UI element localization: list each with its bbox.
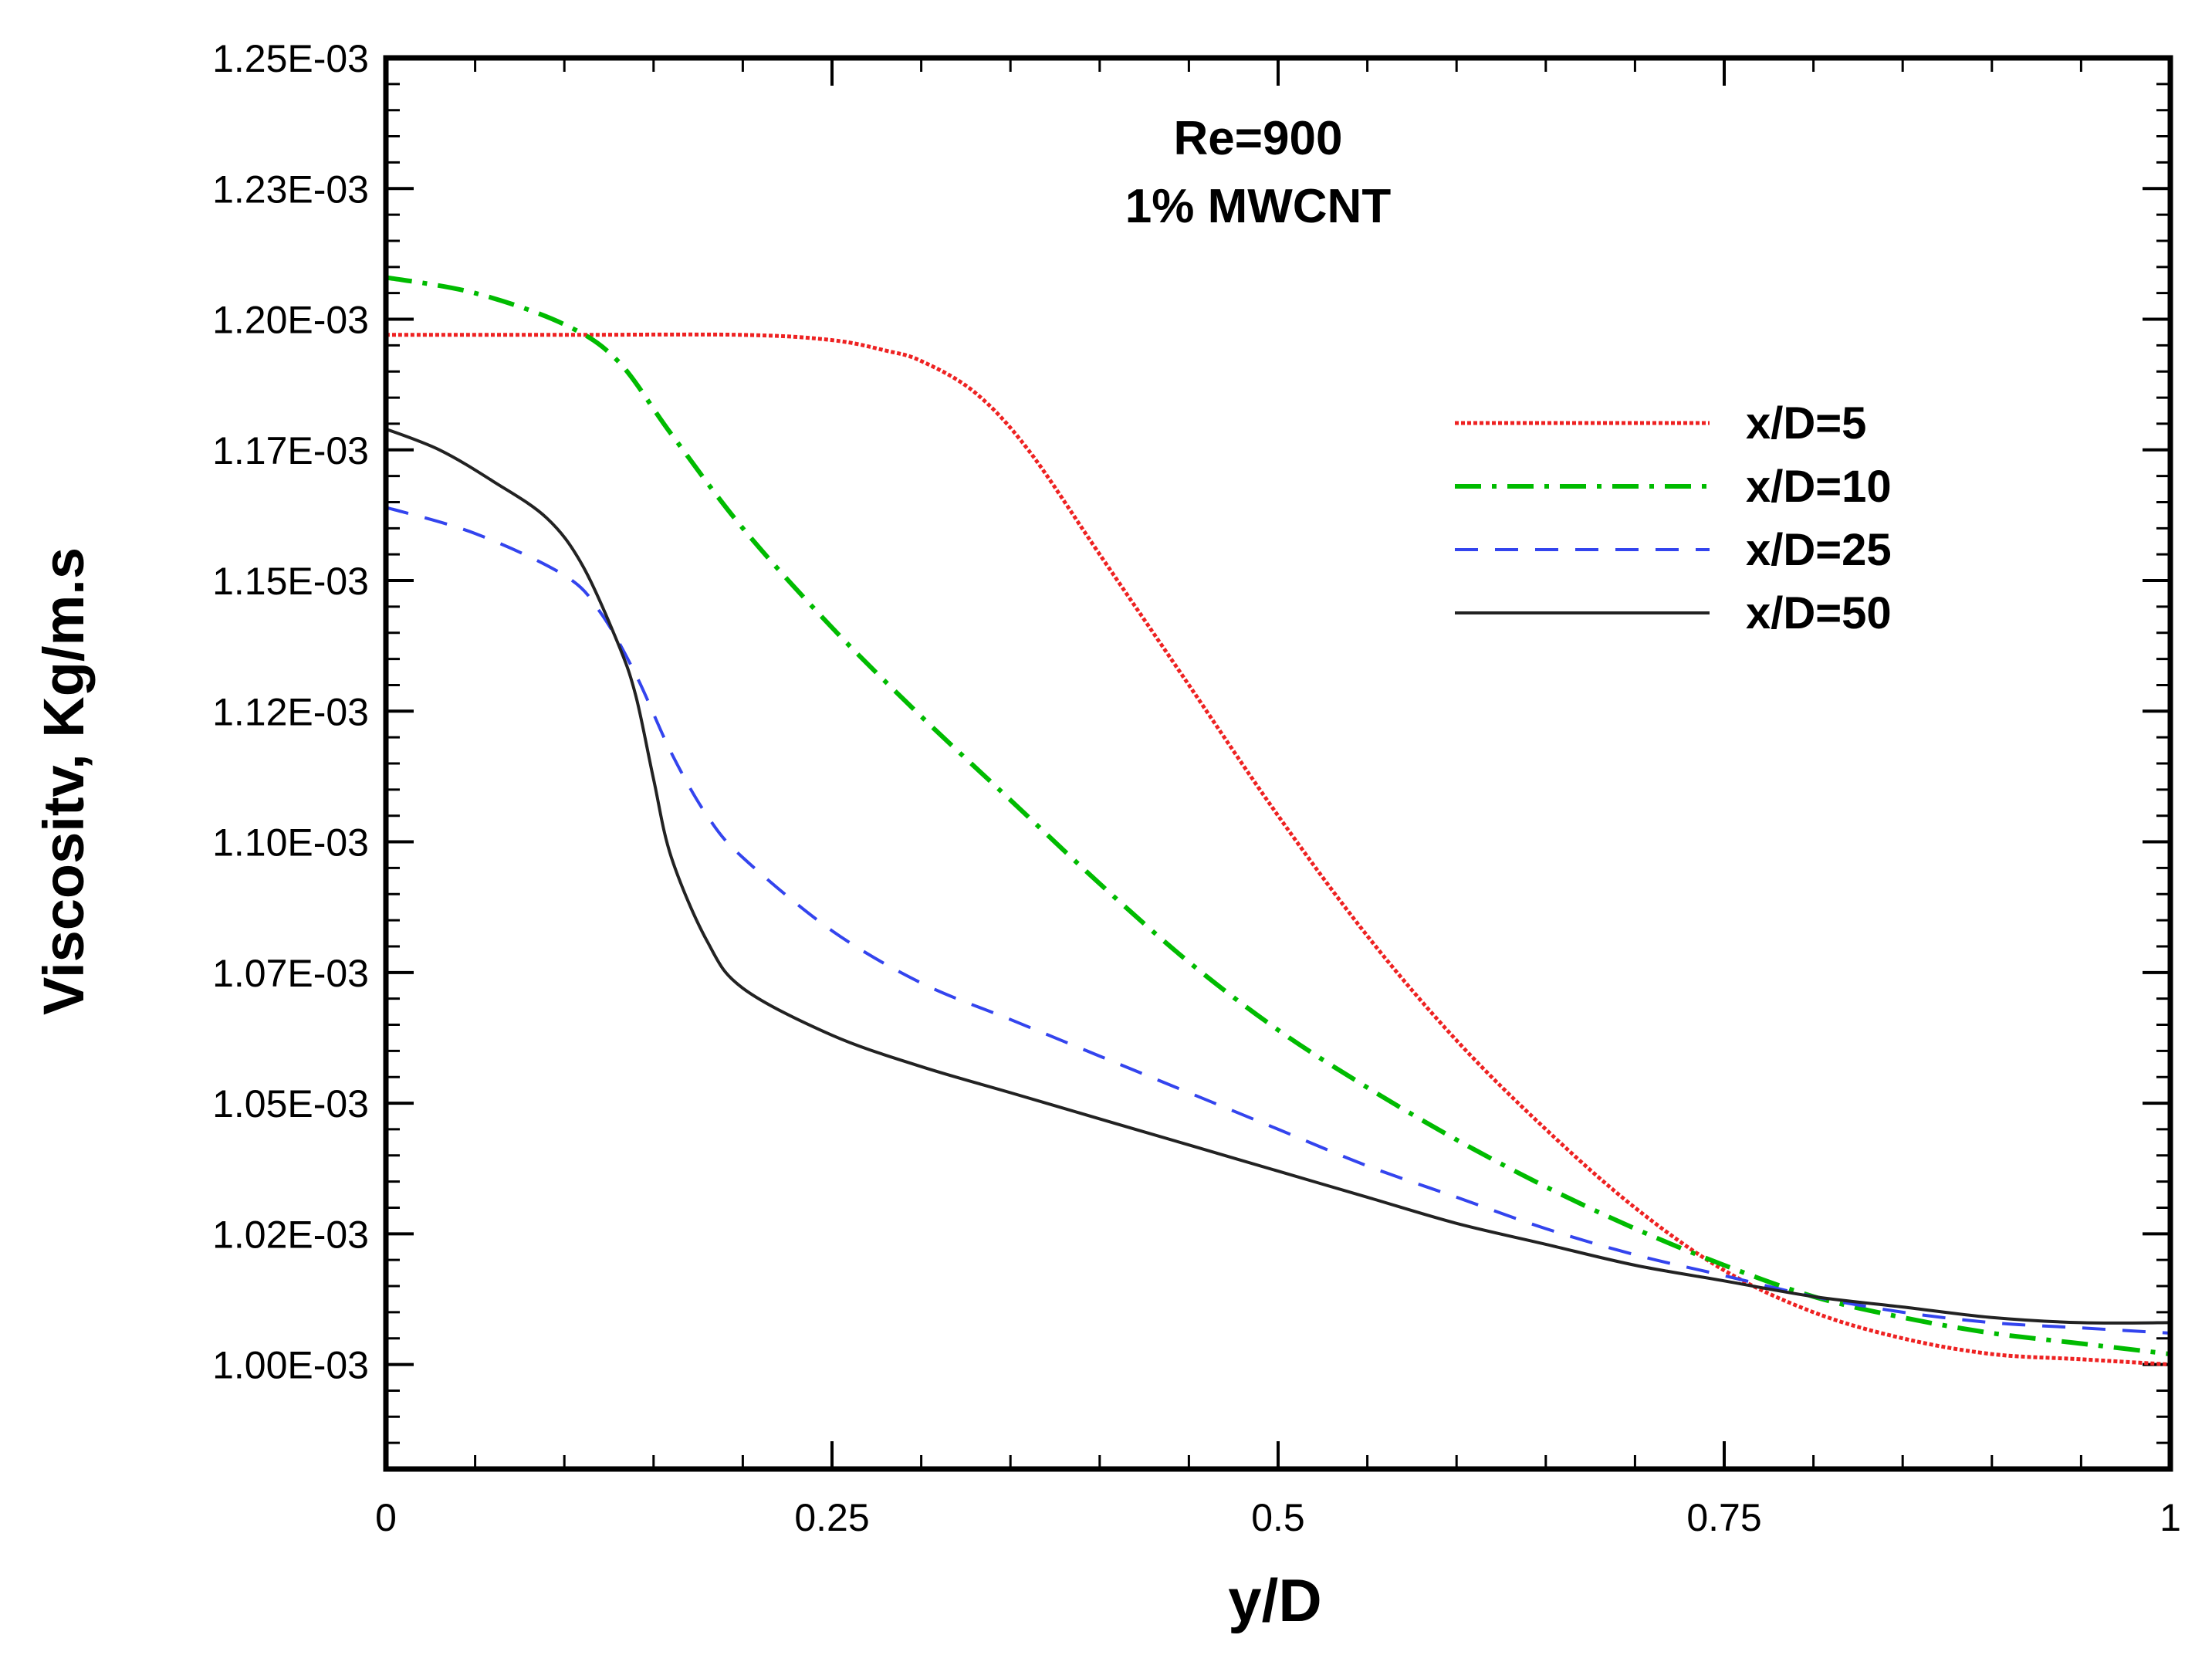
- y-tick-label: 1.15E-03: [212, 560, 369, 603]
- y-tick-label: 1.07E-03: [212, 952, 369, 995]
- legend-label: x/D=25: [1746, 525, 1892, 575]
- x-axis-title: y/D: [1228, 1566, 1321, 1634]
- x-tick-label: 0: [375, 1496, 397, 1539]
- x-tick-label: 0.25: [794, 1496, 869, 1539]
- y-tick-label: 1.10E-03: [212, 821, 369, 865]
- legend-label: x/D=5: [1746, 398, 1866, 449]
- y-tick-label: 1.20E-03: [212, 299, 369, 342]
- legend-label: x/D=50: [1746, 588, 1892, 638]
- series-line-x-d-50: [385, 427, 2171, 1325]
- annotation-mwcnt: 1% MWCNT: [1125, 180, 1392, 233]
- x-tick-label: 1: [2160, 1496, 2181, 1539]
- y-axis-title: Viscositv, Kg/m.s: [32, 547, 96, 1015]
- series-group: [385, 275, 2171, 1367]
- annotation-re: Re=900: [1174, 112, 1343, 165]
- plot-area-frame: [383, 55, 2173, 1472]
- y-tick-label: 1.23E-03: [212, 168, 369, 211]
- x-tick-label: 0.75: [1686, 1496, 1761, 1539]
- legend: x/D=5 x/D=10 x/D=25 x/D=50: [1455, 398, 1892, 638]
- y-tick-label: 1.00E-03: [212, 1344, 369, 1387]
- y-tick-label: 1.05E-03: [212, 1082, 369, 1125]
- y-tick-label: 1.25E-03: [212, 37, 369, 80]
- legend-label: x/D=10: [1746, 462, 1892, 512]
- x-tick-label: 0.5: [1251, 1496, 1305, 1539]
- axis-tick-labels: 0 0.25 0.5 0.75 1 1.00E-03 1.02E-03 1.05E-03 1.0…: [212, 37, 2181, 1539]
- series-line-x-d-10: [385, 275, 2171, 1357]
- series-line-x-d-5: [385, 332, 2171, 1367]
- y-tick-label: 1.02E-03: [212, 1213, 369, 1256]
- y-tick-label: 1.12E-03: [212, 690, 369, 733]
- y-tick-label: 1.17E-03: [212, 429, 369, 472]
